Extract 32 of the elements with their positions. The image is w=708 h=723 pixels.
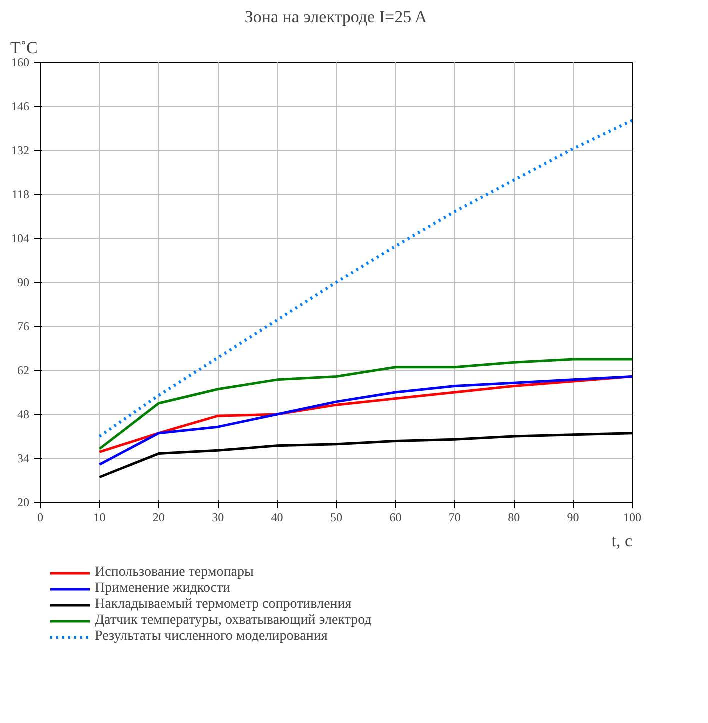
y-tick-label: 62: [18, 364, 30, 378]
y-tick-label: 160: [12, 56, 30, 70]
x-tick-label: 70: [448, 510, 461, 524]
x-tick-label: 90: [567, 510, 580, 524]
line-series: [98, 358, 632, 450]
y-tick-label: 146: [12, 100, 30, 114]
legend-label: Результаты численного моделирования: [95, 629, 328, 645]
y-tick-label: 20: [18, 496, 30, 510]
y-tick-label: 48: [18, 408, 30, 422]
legend-label: Накладываемый термометр сопротивления: [95, 597, 352, 613]
x-tick-label: 80: [508, 510, 520, 524]
y-tick-label: 34: [18, 452, 30, 466]
x-tick-label: 100: [624, 510, 642, 524]
y-tick-label: 104: [12, 232, 30, 246]
y-axis-title: T˚C: [10, 38, 38, 58]
y-tick-label: 76: [18, 320, 30, 334]
x-tick-label: 40: [271, 510, 284, 524]
x-tick-label: 60: [390, 510, 402, 524]
y-tick-label: 90: [18, 276, 30, 290]
legend-label: Применение жидкости: [95, 581, 231, 597]
chart-title: Зона на электроде I=25 A: [244, 8, 428, 26]
legend-label: Использование термопары: [95, 565, 254, 581]
x-tick-label: 10: [94, 510, 106, 524]
x-tick-label: 30: [212, 510, 224, 524]
y-tick-label: 118: [12, 188, 30, 202]
x-axis-title: t, c: [612, 532, 633, 550]
x-tick-label: 50: [330, 510, 342, 524]
x-tick-label: 20: [152, 510, 165, 524]
y-tick-label: 132: [12, 144, 30, 158]
line-series: [98, 119, 632, 438]
x-tick-label: 0: [38, 510, 44, 524]
legend-label: Датчик температуры, охватывающий электрод: [95, 613, 372, 629]
